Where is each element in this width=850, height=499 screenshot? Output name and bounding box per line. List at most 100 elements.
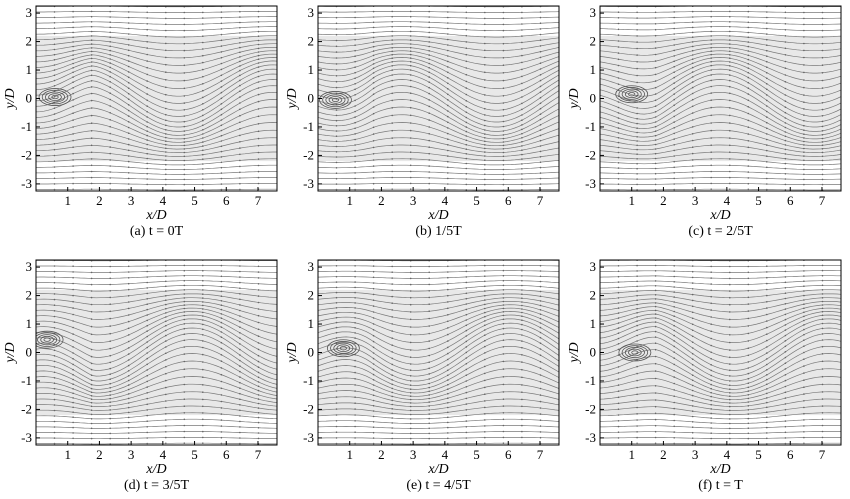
flow-arrow	[127, 295, 130, 297]
flow-arrow	[202, 424, 204, 427]
flow-arrow	[183, 72, 186, 74]
flow-arrow	[502, 23, 505, 26]
flow-arrow	[109, 112, 111, 114]
flow-arrow	[539, 367, 542, 370]
flow-arrow	[747, 354, 750, 357]
flow-arrow	[354, 33, 356, 35]
flow-arrow	[636, 436, 638, 439]
flow-arrow	[636, 35, 638, 37]
flow-arrow	[447, 88, 449, 90]
flow-arrow	[53, 315, 56, 318]
flow-arrow	[428, 310, 431, 313]
flow-arrow	[239, 56, 241, 58]
flow-arrow	[654, 294, 657, 296]
flow-arrow	[729, 409, 731, 412]
flow-arrow	[165, 133, 167, 135]
flow-arrow	[710, 437, 712, 440]
flow-arrow	[803, 358, 805, 361]
flow-arrow	[654, 285, 657, 287]
flow-arrow	[484, 345, 486, 348]
vortex-ring	[328, 96, 343, 104]
streamline	[318, 177, 559, 180]
flow-arrow	[409, 74, 412, 76]
flow-arrow	[409, 318, 412, 321]
flow-arrow	[72, 437, 74, 440]
flow-arrow	[747, 397, 750, 400]
flow-arrow	[710, 79, 712, 82]
y-tick-label: -3	[303, 176, 314, 191]
flow-arrow	[53, 287, 56, 290]
flow-arrow	[673, 389, 675, 391]
flow-arrow	[257, 385, 260, 388]
x-tick-label: 7	[255, 193, 262, 208]
flow-arrow	[484, 393, 486, 396]
vortex-ring	[319, 91, 352, 109]
flow-arrow	[202, 328, 204, 331]
flow-arrow	[109, 171, 111, 173]
flow-arrow	[165, 79, 167, 81]
flow-arrow	[636, 189, 638, 191]
flow-arrow	[521, 178, 523, 180]
flow-arrow	[220, 124, 223, 127]
flow-arrow	[90, 303, 93, 306]
flow-arrow	[465, 73, 468, 76]
flow-arrow	[53, 154, 56, 157]
flow-arrow	[127, 166, 130, 168]
flow-arrow	[72, 36, 74, 39]
flow-arrow	[539, 22, 542, 25]
flow-arrow	[109, 265, 111, 268]
flow-arrow	[521, 279, 523, 282]
flow-arrow	[239, 84, 241, 87]
flow-arrow	[447, 282, 449, 285]
flow-arrow	[636, 307, 638, 310]
flow-arrow	[372, 442, 375, 445]
flow-arrow	[502, 436, 505, 439]
streamline	[600, 16, 841, 19]
flow-arrow	[257, 342, 260, 344]
flow-arrow	[521, 23, 523, 25]
streamline	[318, 300, 559, 320]
streamline	[36, 85, 277, 128]
flow-arrow	[109, 26, 111, 29]
flow-arrow	[447, 314, 449, 316]
flow-arrow	[803, 108, 805, 110]
flow-arrow	[391, 369, 394, 371]
flow-arrow	[747, 146, 750, 149]
x-tick-label: 2	[378, 447, 385, 462]
flow-arrow	[784, 67, 787, 69]
flow-arrow	[354, 337, 356, 339]
flow-arrow	[673, 115, 675, 118]
flow-arrow	[636, 425, 638, 427]
flow-arrow	[220, 419, 223, 421]
flow-arrow	[821, 108, 824, 111]
flow-arrow	[335, 270, 338, 273]
flow-arrow	[183, 11, 186, 14]
flow-arrow	[539, 156, 542, 158]
flow-arrow	[747, 81, 750, 84]
flow-arrow	[90, 387, 93, 390]
flow-arrow	[72, 383, 74, 386]
flow-arrow	[391, 35, 394, 37]
flow-arrow	[335, 109, 338, 111]
flow-arrow	[654, 41, 657, 43]
flow-arrow	[72, 368, 74, 371]
flow-arrow	[257, 182, 260, 185]
vortex-ring	[621, 345, 649, 360]
flow-arrow	[784, 131, 787, 133]
flow-arrow	[220, 97, 223, 100]
flow-arrow	[391, 50, 394, 53]
flow-arrow	[239, 114, 241, 117]
flow-arrow	[821, 310, 824, 313]
flow-arrow	[239, 304, 241, 306]
flow-arrow	[202, 334, 204, 336]
flow-arrow	[53, 16, 56, 19]
flow-arrow	[165, 143, 167, 146]
flow-arrow	[165, 71, 167, 73]
flow-arrow	[109, 340, 111, 343]
flow-arrow	[766, 72, 768, 74]
flow-arrow	[53, 393, 56, 395]
flow-arrow	[673, 82, 675, 84]
x-tick-label: 2	[660, 193, 667, 208]
flow-arrow	[803, 328, 805, 331]
flow-arrow	[90, 74, 93, 77]
